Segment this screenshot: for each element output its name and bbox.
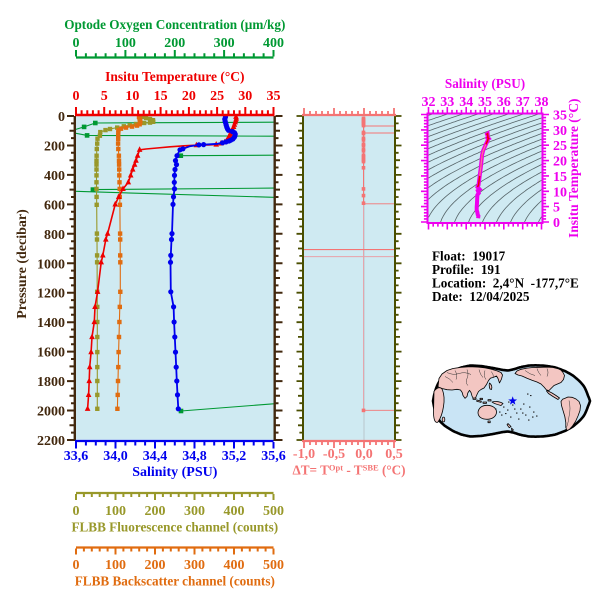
svg-text:200: 200 (164, 36, 185, 51)
svg-text:ΔT= TOpt - TSBE (°C): ΔT= TOpt - TSBE (°C) (292, 463, 405, 478)
svg-text:10: 10 (125, 89, 139, 104)
svg-text:25: 25 (210, 89, 224, 104)
svg-text:500: 500 (263, 558, 284, 573)
svg-text:1200: 1200 (37, 287, 65, 302)
svg-text:15: 15 (553, 170, 567, 185)
svg-text:1000: 1000 (37, 257, 65, 272)
svg-text:34,8: 34,8 (182, 449, 207, 464)
svg-text:30: 30 (238, 89, 252, 104)
svg-text:38: 38 (535, 95, 549, 110)
svg-text:32: 32 (422, 95, 436, 110)
svg-text:33,6: 33,6 (64, 449, 89, 464)
svg-text:20: 20 (553, 155, 567, 170)
svg-text:0: 0 (73, 89, 80, 104)
svg-text:1800: 1800 (37, 375, 65, 390)
svg-text:35,2: 35,2 (222, 449, 247, 464)
svg-text:500: 500 (263, 504, 284, 519)
svg-text:400: 400 (224, 558, 245, 573)
svg-text:36: 36 (497, 95, 511, 110)
svg-text:100: 100 (105, 558, 126, 573)
svg-text:FLBB Fluorescence channel (cou: FLBB Fluorescence channel (counts) (71, 520, 278, 535)
svg-text:35: 35 (478, 95, 492, 110)
svg-text:5: 5 (101, 89, 108, 104)
svg-text:20: 20 (182, 89, 196, 104)
svg-text:34: 34 (459, 95, 473, 110)
svg-text:Date: 12/04/2025: Date: 12/04/2025 (432, 289, 530, 304)
svg-text:35,6: 35,6 (261, 449, 286, 464)
svg-text:5: 5 (553, 201, 560, 216)
svg-text:300: 300 (214, 36, 235, 51)
svg-text:Pressure (decibar): Pressure (decibar) (15, 209, 30, 319)
svg-text:Profile: 191: Profile: 191 (432, 262, 501, 277)
svg-text:100: 100 (115, 36, 136, 51)
svg-text:Float: 19017: Float: 19017 (432, 248, 506, 263)
svg-text:2200: 2200 (37, 434, 65, 449)
svg-text:25: 25 (553, 139, 567, 154)
svg-text:1400: 1400 (37, 316, 65, 331)
svg-text:300: 300 (184, 558, 205, 573)
svg-text:200: 200 (145, 504, 166, 519)
svg-text:35: 35 (267, 89, 281, 104)
svg-text:600: 600 (44, 198, 65, 213)
svg-text:400: 400 (224, 504, 245, 519)
svg-text:300: 300 (184, 504, 205, 519)
svg-text:34,0: 34,0 (103, 449, 128, 464)
svg-text:Location: 2,4°N -177,7°E: Location: 2,4°N -177,7°E (432, 275, 579, 290)
svg-text:400: 400 (44, 169, 65, 184)
svg-text:0: 0 (73, 36, 80, 51)
svg-text:34,4: 34,4 (143, 449, 168, 464)
svg-text:1600: 1600 (37, 346, 65, 361)
svg-text:-1,0: -1,0 (293, 447, 315, 462)
svg-text:33: 33 (440, 95, 454, 110)
svg-text:2000: 2000 (37, 405, 65, 420)
svg-text:200: 200 (145, 558, 166, 573)
svg-text:0: 0 (73, 504, 80, 519)
svg-text:35: 35 (553, 109, 567, 124)
svg-text:Insitu Temperature (°C): Insitu Temperature (°C) (105, 69, 244, 84)
svg-text:0,5: 0,5 (385, 447, 403, 462)
svg-text:Salinity (PSU): Salinity (PSU) (132, 465, 218, 480)
svg-text:400: 400 (263, 36, 284, 51)
svg-text:10: 10 (553, 185, 567, 200)
svg-text:-0,5: -0,5 (323, 447, 345, 462)
svg-text:0: 0 (73, 558, 80, 573)
svg-text:30: 30 (553, 124, 567, 139)
svg-text:37: 37 (516, 95, 530, 110)
svg-text:200: 200 (44, 140, 65, 155)
svg-text:0,0: 0,0 (355, 447, 373, 462)
svg-text:0: 0 (58, 110, 65, 125)
svg-text:15: 15 (154, 89, 168, 104)
svg-text:800: 800 (44, 228, 65, 243)
svg-text:FLBB Backscatter channel (coun: FLBB Backscatter channel (counts) (75, 574, 275, 589)
svg-text:100: 100 (105, 504, 126, 519)
svg-text:Salinity (PSU): Salinity (PSU) (445, 76, 525, 91)
svg-text:Optode Oxygen Concentration (µ: Optode Oxygen Concentration (µm/kg) (64, 17, 285, 32)
svg-text:Insitu Temperature (°C): Insitu Temperature (°C) (566, 99, 581, 238)
svg-text:0: 0 (553, 216, 560, 231)
